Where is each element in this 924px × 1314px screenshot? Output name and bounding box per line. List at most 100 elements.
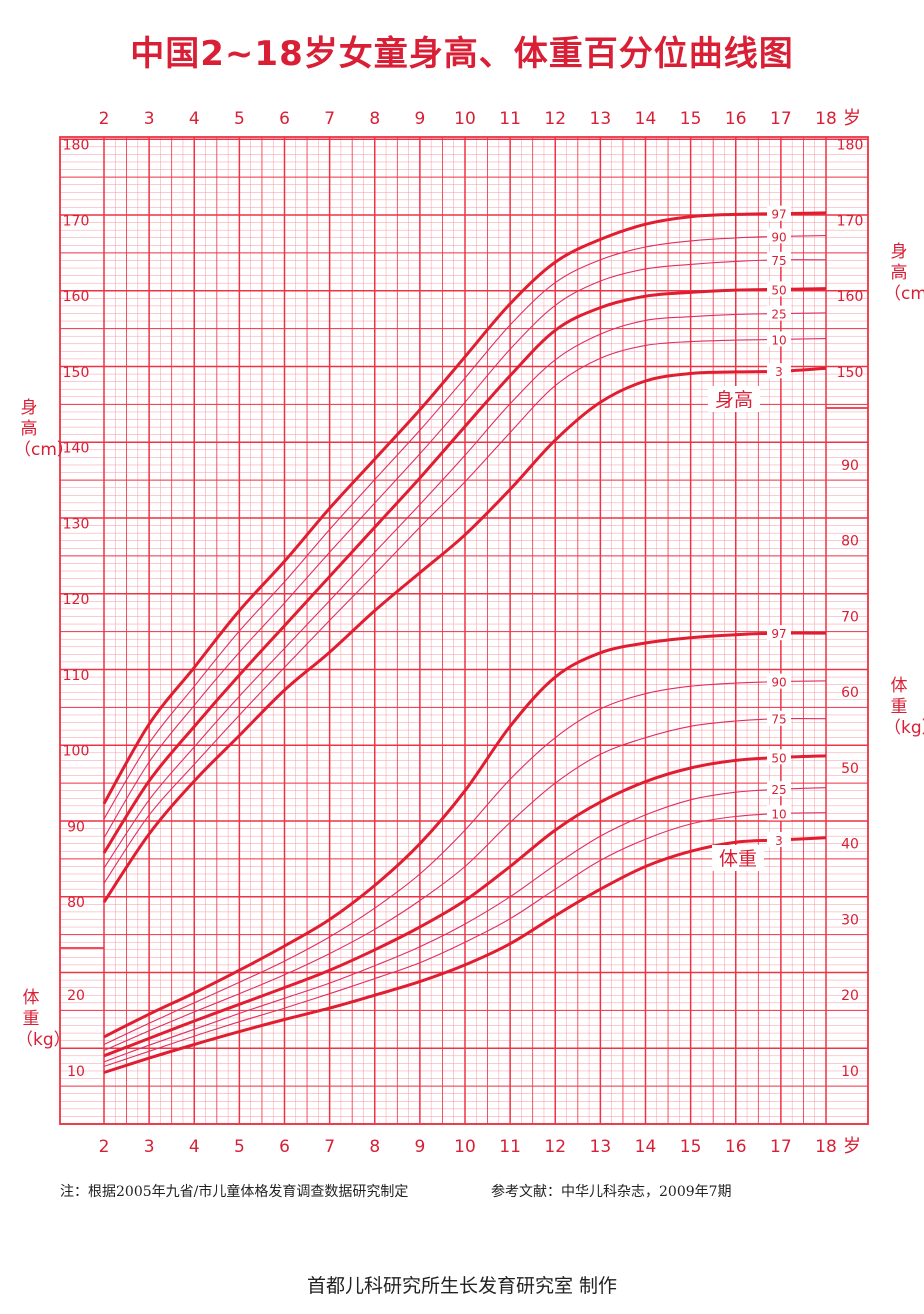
height-tick-label-left: 170 <box>63 213 90 229</box>
weight-label-bg <box>767 710 791 726</box>
height-tick-label-right: 150 <box>837 365 864 381</box>
height-tick-label-right: 180 <box>837 138 864 154</box>
weight-curve-p50 <box>103 754 827 1058</box>
height-label-bg <box>767 205 791 221</box>
left-height-axis-label: 身高（cm） <box>14 398 74 460</box>
weight-tick-label-left: 10 <box>67 1064 85 1080</box>
weight-tick-label-right: 90 <box>841 458 859 474</box>
weight-percentile-label-p97: 97 <box>771 627 786 641</box>
x-tick-label-top: 17 <box>770 109 792 129</box>
height-curve-p97 <box>102 211 827 805</box>
x-tick-label-top: 12 <box>544 109 566 129</box>
right-weight-axis-label: 体重（kg） <box>884 676 924 738</box>
x-tick-label-bottom: 10 <box>454 1137 476 1157</box>
height-tick-label-left: 120 <box>63 592 90 608</box>
x-tick-label-top: 5 <box>234 109 245 129</box>
height-tick-label-left: 130 <box>63 516 90 532</box>
weight-tick-label-right: 60 <box>841 685 859 701</box>
height-curve-p75 <box>103 259 827 839</box>
height-tick-label-left: 160 <box>63 289 90 305</box>
weight-tick-label-right: 80 <box>841 534 859 550</box>
height-percentile-label-p50: 50 <box>771 283 786 297</box>
height-percentile-label-p25: 25 <box>771 308 786 322</box>
weight-curve-p3 <box>103 836 827 1074</box>
x-tick-label-top: 8 <box>369 109 380 129</box>
height-curve-p50 <box>102 287 827 854</box>
height-tick-label-left: 90 <box>67 819 85 835</box>
x-tick-label-top: 9 <box>414 109 425 129</box>
height-label-bg <box>767 251 791 267</box>
weight-tick-label-right: 40 <box>841 837 859 853</box>
x-tick-label-top: 16 <box>725 109 747 129</box>
x-tick-label-top: 2 <box>99 109 110 129</box>
weight-percentile-label-p10: 10 <box>771 807 786 821</box>
weight-label-bg <box>767 673 791 689</box>
x-tick-label-bottom: 3 <box>144 1137 155 1157</box>
x-tick-label-top: 3 <box>144 109 155 129</box>
weight-label-bg <box>767 831 791 847</box>
left-weight-axis-label: 体重（kg） <box>16 988 71 1050</box>
height-tick-label-left: 100 <box>63 744 90 760</box>
weight-tick-label-right: 70 <box>841 609 859 625</box>
note-reference: 参考文献：中华儿科杂志，2009年7期 <box>491 1184 732 1200</box>
weight-panel-label: 体重 <box>719 848 757 870</box>
weight-label-bg <box>767 805 791 821</box>
x-tick-label-top: 18 <box>815 109 837 129</box>
x-tick-label-top: 7 <box>324 109 335 129</box>
x-tick-label-bottom: 7 <box>324 1137 335 1157</box>
weight-percentile-label-p25: 25 <box>771 783 786 797</box>
weight-curve-p10 <box>103 812 827 1067</box>
height-percentile-label-p90: 90 <box>771 230 786 244</box>
right-height-axis-label: 身高（cm） <box>884 242 924 304</box>
grid-lines <box>59 136 869 1125</box>
weight-label-bg <box>767 781 791 797</box>
height-label-bg <box>767 305 791 321</box>
x-tick-label-top: 11 <box>499 109 521 129</box>
x-tick-label-bottom: 18 <box>815 1137 837 1157</box>
height-tick-label-left: 140 <box>63 441 90 457</box>
x-tick-label-top: 6 <box>279 109 290 129</box>
height-curve-p3 <box>102 366 827 904</box>
weight-percentile-label-p75: 75 <box>771 713 786 727</box>
height-curve-p25 <box>103 312 827 869</box>
x-tick-label-top: 14 <box>635 109 657 129</box>
weight-tick-label-left: 20 <box>67 988 85 1004</box>
height-label-bg <box>767 363 791 379</box>
weight-percentile-label-p3: 3 <box>775 834 783 848</box>
page-title: 中国2~18岁女童身高、体重百分位曲线图 <box>130 34 794 74</box>
height-panel-label-bg <box>708 386 760 412</box>
x-tick-label-bottom: 12 <box>544 1137 566 1157</box>
x-tick-label-bottom: 11 <box>499 1137 521 1157</box>
height-percentile-label-p10: 10 <box>771 333 786 347</box>
height-percentile-label-p75: 75 <box>771 254 786 268</box>
weight-tick-label-right: 50 <box>841 761 859 777</box>
height-percentile-label-p97: 97 <box>771 208 786 222</box>
height-label-bg <box>767 281 791 297</box>
x-tick-label-bottom: 17 <box>770 1137 792 1157</box>
x-tick-label-bottom: 9 <box>414 1137 425 1157</box>
x-tick-label-bottom: 4 <box>189 1137 200 1157</box>
x-unit-label-bottom: 岁 <box>843 1136 861 1157</box>
height-tick-label-left: 180 <box>63 138 90 154</box>
x-tick-label-bottom: 8 <box>369 1137 380 1157</box>
weight-curve-p25 <box>103 787 827 1063</box>
height-tick-label-left: 80 <box>67 895 85 911</box>
height-percentile-label-p3: 3 <box>775 365 783 379</box>
height-label-bg <box>767 331 791 347</box>
height-tick-label-left: 150 <box>63 365 90 381</box>
weight-curve-p90 <box>103 680 827 1045</box>
x-tick-label-bottom: 5 <box>234 1137 245 1157</box>
height-curve-p10 <box>103 338 827 884</box>
height-curve-p90 <box>103 235 827 820</box>
note-source: 注：根据2005年九省/市儿童体格发育调查数据研究制定 <box>60 1184 409 1200</box>
height-tick-label-left: 110 <box>63 668 90 684</box>
x-tick-label-bottom: 13 <box>590 1137 612 1157</box>
weight-label-bg <box>767 749 791 765</box>
height-panel-label: 身高 <box>715 389 753 411</box>
x-tick-label-bottom: 15 <box>680 1137 702 1157</box>
x-tick-label-top: 4 <box>189 109 200 129</box>
x-unit-label-top: 岁 <box>843 108 861 129</box>
height-label-bg <box>767 228 791 244</box>
x-tick-label-bottom: 6 <box>279 1137 290 1157</box>
